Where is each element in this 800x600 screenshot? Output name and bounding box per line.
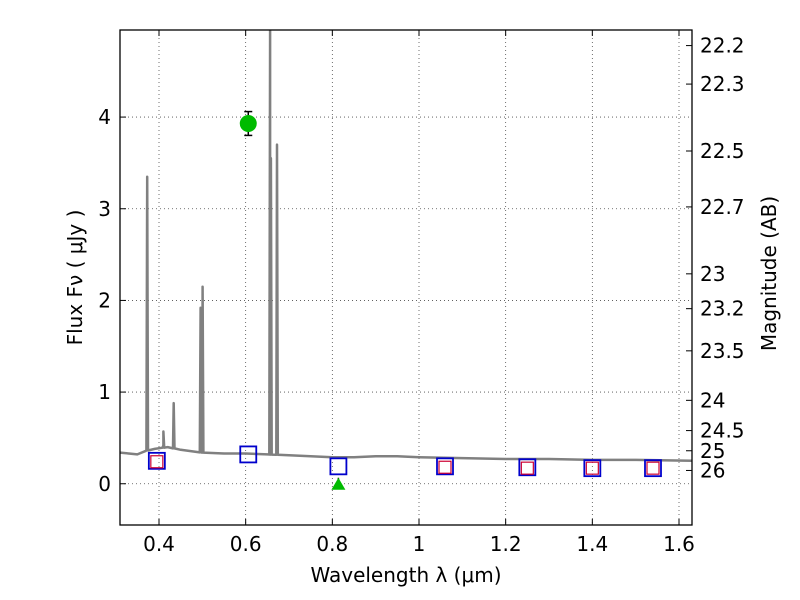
x-tick-label: 1.2 (490, 532, 522, 556)
y-tick-label: 3 (98, 197, 111, 221)
synthetic-photometry-point (150, 455, 164, 469)
right-axis-title: Magnitude (AB) (757, 196, 781, 351)
x-tick-label: 1.6 (663, 532, 695, 556)
grid-layer (120, 30, 692, 525)
right-tick-label: 25 (700, 439, 725, 463)
synthetic-photometry-point (520, 461, 534, 475)
right-tick-label: 23.2 (700, 297, 745, 321)
model-photometry-point (436, 457, 454, 476)
y-tick-label: 2 (98, 288, 111, 312)
model-photometry-point (147, 451, 166, 470)
x-tick-label: 0.6 (230, 532, 262, 556)
sed-model-line (120, 30, 692, 463)
data-layer (120, 30, 692, 490)
right-tick-label: 22.2 (700, 34, 745, 58)
right-tick-label: 23.5 (700, 339, 745, 363)
synthetic-photometry-point (438, 460, 452, 474)
plot-frame (119, 29, 693, 526)
right-tick-label: 24.5 (700, 419, 745, 443)
synthetic-photometry-point (585, 461, 599, 475)
upper-limit-marker (331, 477, 346, 490)
right-tick-label: 22.7 (700, 195, 745, 219)
x-tick-label: 1 (413, 532, 426, 556)
x-tick-label: 1.4 (576, 532, 608, 556)
model-photometry-point (518, 458, 537, 477)
x-axis-title: Wavelength λ (μm) (310, 563, 501, 587)
x-tick-label: 0.4 (143, 532, 175, 556)
synthetic-photometry-point (646, 461, 660, 475)
tick-layer: 0.4 0.6 0.8 1 1.2 1.4 1.60123422.222.322.522.7… (98, 30, 745, 556)
model-photometry-point (239, 445, 258, 464)
right-tick-label: 22.3 (700, 72, 745, 96)
x-tick-label: 0.8 (316, 532, 348, 556)
y-tick-label: 4 (98, 105, 111, 129)
right-tick-label: 23 (700, 262, 725, 286)
right-tick-label: 26 (700, 458, 725, 482)
model-photometry-point (583, 459, 602, 478)
y-tick-label: 0 (98, 472, 111, 496)
model-photometry-point (644, 459, 662, 478)
y-tick-label: 1 (98, 380, 111, 404)
y-axis-title: Flux Fν ( μJy ) (63, 210, 87, 346)
right-tick-label: 22.5 (700, 139, 745, 163)
detection-point (239, 115, 257, 132)
model-photometry-point (329, 457, 348, 476)
right-tick-label: 24 (700, 388, 725, 412)
